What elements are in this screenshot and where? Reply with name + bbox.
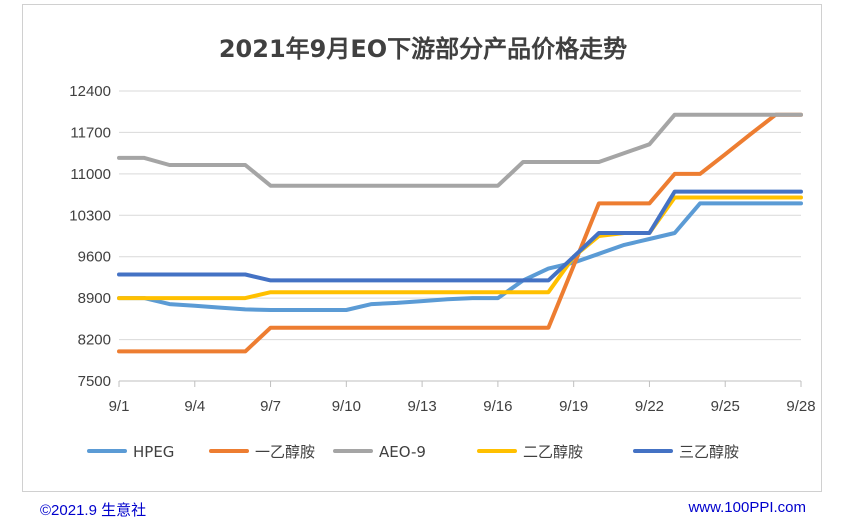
- gridlines: [119, 90, 801, 382]
- line-chart: 2021年9月EO下游部分产品价格走势 7500 8200 8900 9600 1030…: [69, 35, 815, 461]
- x-tick-label: 9/10: [332, 398, 361, 415]
- series-line-3: [117, 112, 803, 188]
- x-tick-label: 9/4: [184, 398, 205, 415]
- x-tick-label: 9/7: [260, 398, 281, 415]
- y-tick-label: 8200: [78, 332, 111, 349]
- footer-copyright: ©2021.9 生意社: [40, 502, 147, 519]
- y-tick-label: 9600: [78, 249, 111, 266]
- x-tick-label: 9/16: [483, 398, 512, 415]
- y-tick-label: 10300: [69, 207, 111, 224]
- x-tick-label: 9/13: [408, 398, 437, 415]
- series-line-4: [117, 195, 803, 301]
- x-tick-label: 9/1: [109, 398, 130, 415]
- y-tick-label: 8900: [78, 290, 111, 307]
- legend-label: HPEG: [133, 443, 174, 461]
- chart-frame: 2021年9月EO下游部分产品价格走势 7500 8200 8900 9600 1030…: [22, 4, 822, 492]
- chart-title: 2021年9月EO下游部分产品价格走势: [219, 35, 627, 63]
- series-lines: [117, 112, 803, 354]
- x-tick-label: 9/25: [711, 398, 740, 415]
- y-tick-label: 7500: [78, 373, 111, 390]
- footer-website-link[interactable]: www.100PPI.com: [688, 499, 806, 516]
- series-line-1: [117, 201, 803, 312]
- x-tick-label: 9/28: [786, 398, 815, 415]
- legend-label: AEO-9: [379, 443, 426, 461]
- legend-label: 二乙醇胺: [523, 443, 583, 461]
- y-tick-label: 12400: [69, 83, 111, 100]
- y-tick-label: 11700: [70, 124, 111, 141]
- y-tick-label: 11000: [70, 166, 111, 183]
- legend-label: 三乙醇胺: [679, 443, 739, 461]
- series-line-5: [117, 189, 803, 283]
- legend-label: 一乙醇胺: [255, 443, 315, 461]
- x-tick-label: 9/22: [635, 398, 664, 415]
- x-tick-label: 9/19: [559, 398, 588, 415]
- legend: HPEG 一乙醇胺 AEO-9 二乙醇胺 三乙醇胺: [87, 443, 739, 461]
- series-line-2: [117, 112, 803, 354]
